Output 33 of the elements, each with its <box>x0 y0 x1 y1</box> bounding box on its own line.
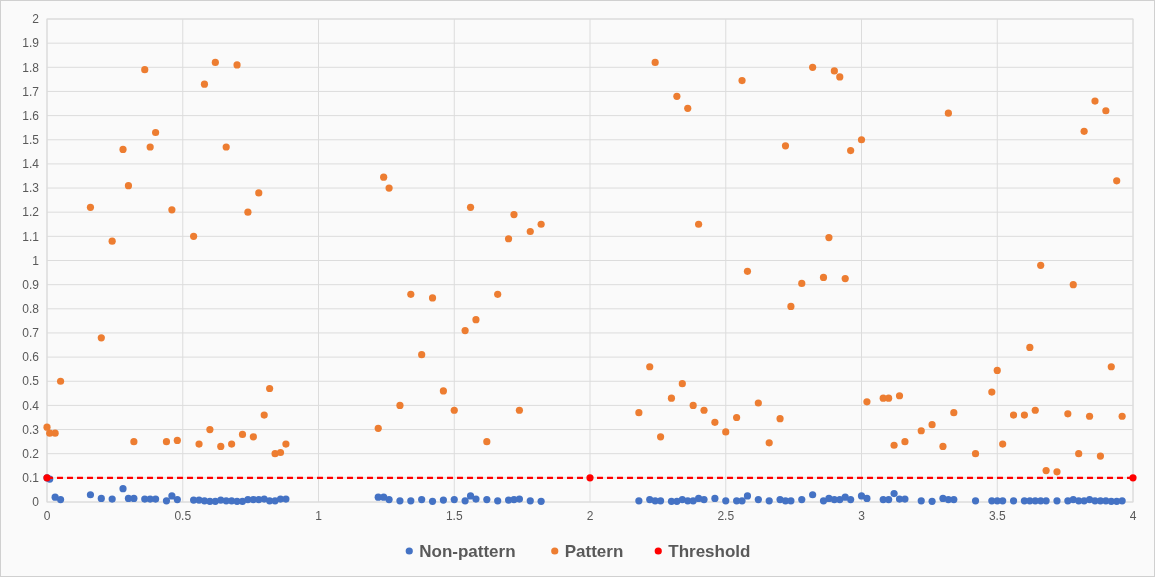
legend-label: Pattern <box>564 541 624 561</box>
x-tick-label: 3.5 <box>988 509 1006 523</box>
y-tick-label: 1.9 <box>22 36 40 51</box>
y-tick-label: 0.3 <box>22 422 40 437</box>
y-tick-label: 0.8 <box>22 302 40 316</box>
y-tick-label: 0.9 <box>22 277 40 292</box>
y-tick-label: 0.5 <box>22 374 40 389</box>
y-tick-label: 1.3 <box>22 181 40 196</box>
x-tick-label: 2 <box>586 509 594 523</box>
x-tick-label: 0 <box>43 509 51 523</box>
y-tick-label: 1.5 <box>22 132 40 147</box>
x-tick-label: 4 <box>1129 509 1137 523</box>
x-tick-label: 1 <box>315 509 323 523</box>
y-tick-label: 1.1 <box>22 229 40 244</box>
y-tick-label: 1.6 <box>22 108 40 123</box>
x-tick-label: 0.5 <box>174 509 192 523</box>
y-tick-label: 0.6 <box>22 350 40 365</box>
legend-label: Threshold <box>668 541 751 561</box>
y-tick-label: 1 <box>32 253 40 268</box>
y-tick-label: 0 <box>32 495 40 510</box>
y-tick-label: 0.4 <box>22 398 40 413</box>
x-tick-label: 2.5 <box>717 509 735 523</box>
y-tick-label: 0.1 <box>22 471 40 486</box>
y-tick-label: 1.4 <box>22 157 40 172</box>
y-tick-label: 0.2 <box>22 446 40 461</box>
x-tick-label: 1.5 <box>445 509 463 523</box>
y-tick-label: 1.7 <box>22 84 40 99</box>
x-tick-label: 3 <box>858 509 866 523</box>
y-tick-label: 1.8 <box>22 60 40 75</box>
y-tick-label: 0.7 <box>22 326 40 341</box>
y-tick-label: 2 <box>32 12 40 27</box>
legend-label: Non-pattern <box>419 541 516 561</box>
y-tick-label: 1.2 <box>22 205 40 220</box>
